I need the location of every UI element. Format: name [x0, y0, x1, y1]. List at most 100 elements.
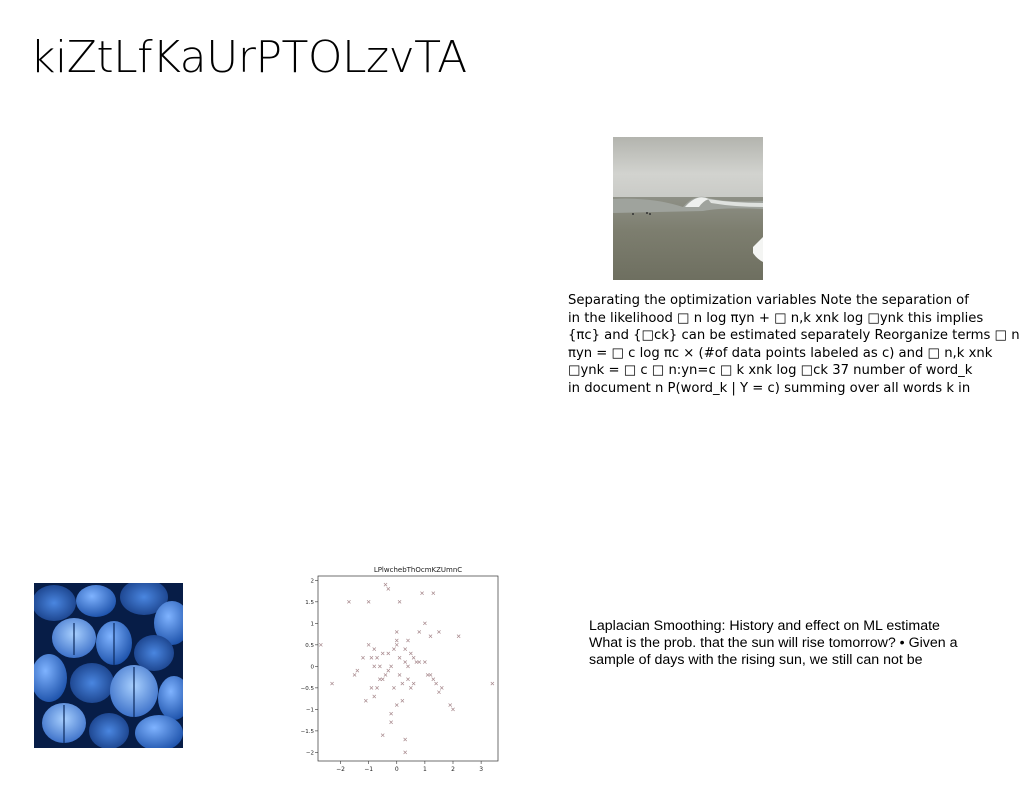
scatter-point — [361, 655, 365, 660]
scatter-point — [428, 673, 433, 677]
scatter-point — [397, 655, 402, 660]
text-line: in document n P(word_k | Y = c) summing … — [568, 380, 971, 396]
page-title: kiZtLfKaUrPTOLzvTA — [30, 32, 467, 83]
scatter-point — [378, 677, 382, 682]
scatter-point — [366, 599, 371, 604]
scatter-point — [386, 651, 391, 656]
scatter-point — [366, 642, 371, 647]
scatter-point — [372, 664, 377, 669]
scatter-point — [406, 638, 410, 643]
scatter-point — [408, 651, 413, 656]
scatter-point — [431, 591, 436, 596]
scatter-point — [423, 660, 427, 664]
y-tick-label: −2 — [306, 750, 314, 756]
scatter-chart: LPlwchebThOcmKZUmnC −2 −1 0 1 2 3 −2 −1.5 −1 −0.5… — [300, 560, 500, 774]
text-line: πyn = □ c log πc × (#of data points labe… — [568, 345, 993, 361]
text-block-optimization: Separating the optimization variables No… — [568, 292, 1020, 398]
scatter-point — [406, 677, 410, 682]
scatter-point — [400, 698, 405, 703]
scatter-point — [380, 677, 385, 682]
scatter-point — [417, 660, 422, 664]
scatter-point — [437, 630, 441, 634]
scatter-point — [425, 673, 430, 677]
scatter-point — [397, 599, 402, 604]
scatter-point — [372, 694, 377, 699]
scatter-point — [490, 681, 495, 686]
scatter-point — [386, 668, 391, 673]
scatter-point — [347, 599, 351, 604]
scatter-point — [383, 582, 388, 587]
scatter-point — [414, 660, 419, 664]
scatter-point — [403, 647, 408, 651]
scatter-point — [394, 703, 399, 707]
y-tick-label: 0.5 — [305, 643, 314, 649]
scatter-point — [403, 737, 408, 742]
scatter-point — [431, 677, 436, 682]
text-line: in the likelihood □ n log πyn + □ n,k xn… — [568, 310, 984, 326]
scatter-point — [389, 711, 393, 716]
scatter-point — [448, 703, 453, 707]
y-tick-label: 1 — [311, 621, 315, 627]
text-line: Separating the optimization variables No… — [568, 293, 969, 308]
scatter-point — [355, 668, 360, 673]
chart-title: LPlwchebThOcmKZUmnC — [374, 566, 462, 574]
scatter-point — [372, 647, 377, 651]
scatter-point — [439, 686, 444, 690]
y-tick-label: 2 — [311, 578, 315, 584]
y-tick-label: −1.5 — [301, 729, 315, 735]
scatter-point — [389, 664, 393, 669]
scatter-point — [383, 673, 388, 677]
scatter-point — [408, 686, 413, 690]
scatter-point — [352, 673, 357, 677]
blue-leaves-image — [34, 583, 183, 748]
ocean-wave-image — [613, 137, 763, 280]
scatter-point — [389, 720, 393, 725]
blue-leaves-photo — [34, 583, 183, 748]
text-block-laplacian: Laplacian Smoothing: History and effect … — [589, 618, 1009, 669]
x-tick-label: 0 — [395, 766, 399, 773]
scatter-point — [394, 630, 399, 634]
scatter-point — [380, 733, 385, 738]
text-line: Laplacian Smoothing: History and effect … — [589, 618, 940, 634]
scatter-plot-svg: LPlwchebThOcmKZUmnC −2 −1 0 1 2 3 −2 −1.5 −1 −0.5… — [301, 566, 499, 773]
x-tick-label: −1 — [364, 766, 373, 773]
scatter-point — [451, 707, 455, 712]
scatter-point — [378, 664, 382, 669]
text-line: {πc} and {□ck} can be estimated separate… — [568, 328, 1020, 344]
x-tick-label: −2 — [336, 766, 345, 773]
scatter-point — [363, 698, 368, 703]
scatter-point — [375, 655, 379, 660]
y-tick-label: −1 — [306, 707, 314, 713]
text-line: What is the prob. that the sun will rise… — [589, 635, 958, 651]
text-line: □ynk = □ c □ n:yn=c □ k xnk log □ck 37 n… — [568, 363, 973, 379]
text-line: sample of days with the rising sun, we s… — [589, 652, 923, 668]
scatter-point — [428, 634, 433, 639]
x-tick-label: 2 — [451, 766, 455, 773]
scatter-point — [394, 638, 399, 643]
scatter-point — [420, 591, 424, 596]
scatter-point — [400, 681, 405, 686]
plot-frame — [317, 575, 499, 762]
y-tick-label: −0.5 — [301, 686, 315, 692]
y-tick-label: 0 — [311, 664, 315, 670]
x-tick-label: 3 — [479, 766, 483, 773]
scatter-point — [437, 690, 441, 695]
scatter-point — [411, 655, 416, 660]
scatter-point — [403, 750, 408, 755]
scatter-point — [330, 681, 334, 686]
scatter-point — [423, 621, 427, 626]
scatter-point — [456, 634, 461, 639]
scatter-point — [434, 681, 438, 686]
x-tick-label: 1 — [423, 766, 427, 773]
scatter-point — [403, 660, 408, 664]
scatter-point — [380, 651, 385, 656]
scatter-point — [392, 686, 396, 690]
scatter-point — [394, 642, 399, 647]
scatter-point — [417, 630, 422, 634]
ocean-wave-photo — [613, 137, 763, 280]
scatter-point — [375, 686, 379, 690]
scatter-point — [392, 647, 396, 651]
scatter-point — [318, 642, 323, 647]
scatter-point — [406, 664, 410, 669]
scatter-point — [386, 587, 391, 591]
